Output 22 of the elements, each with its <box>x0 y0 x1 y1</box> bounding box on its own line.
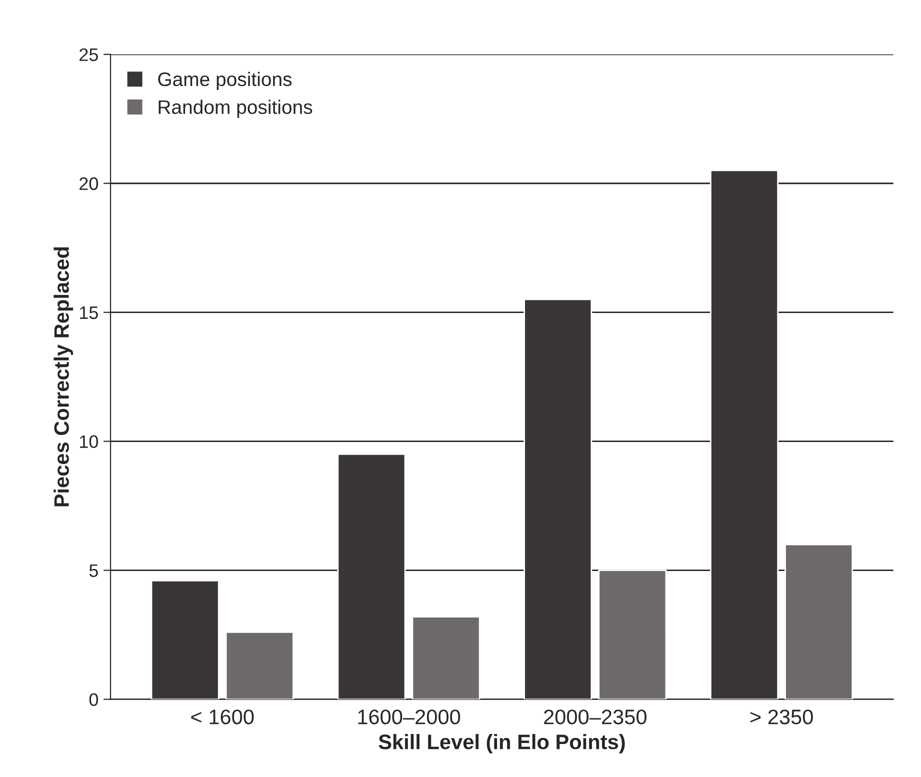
x-tick-label: 1600–2000 <box>358 710 460 724</box>
y-tick-label: 10 <box>80 435 98 448</box>
bar <box>150 580 220 700</box>
x-axis-title: Skill Level (in Elo Points) <box>378 734 625 754</box>
bar <box>337 454 406 700</box>
y-tick-label: 15 <box>80 306 98 320</box>
y-tick-label: 20 <box>80 177 98 190</box>
y-axis-title: Pieces Correctly Replaced <box>54 247 74 506</box>
bar <box>225 632 294 700</box>
bar <box>412 616 480 700</box>
x-tick-label: < 1600 <box>191 710 254 724</box>
bar <box>710 170 778 700</box>
bar <box>784 544 854 700</box>
y-tick-label: 5 <box>89 564 98 578</box>
y-tick-label: 0 <box>89 693 98 706</box>
x-tick-label: > 2350 <box>750 710 813 724</box>
bar <box>524 298 592 700</box>
legend-label: Random positions <box>158 100 312 118</box>
x-tick-label: 2000–2350 <box>544 710 646 724</box>
legend-label: Game positions <box>158 72 292 90</box>
y-tick-label: 25 <box>80 48 98 62</box>
bar <box>598 570 667 700</box>
